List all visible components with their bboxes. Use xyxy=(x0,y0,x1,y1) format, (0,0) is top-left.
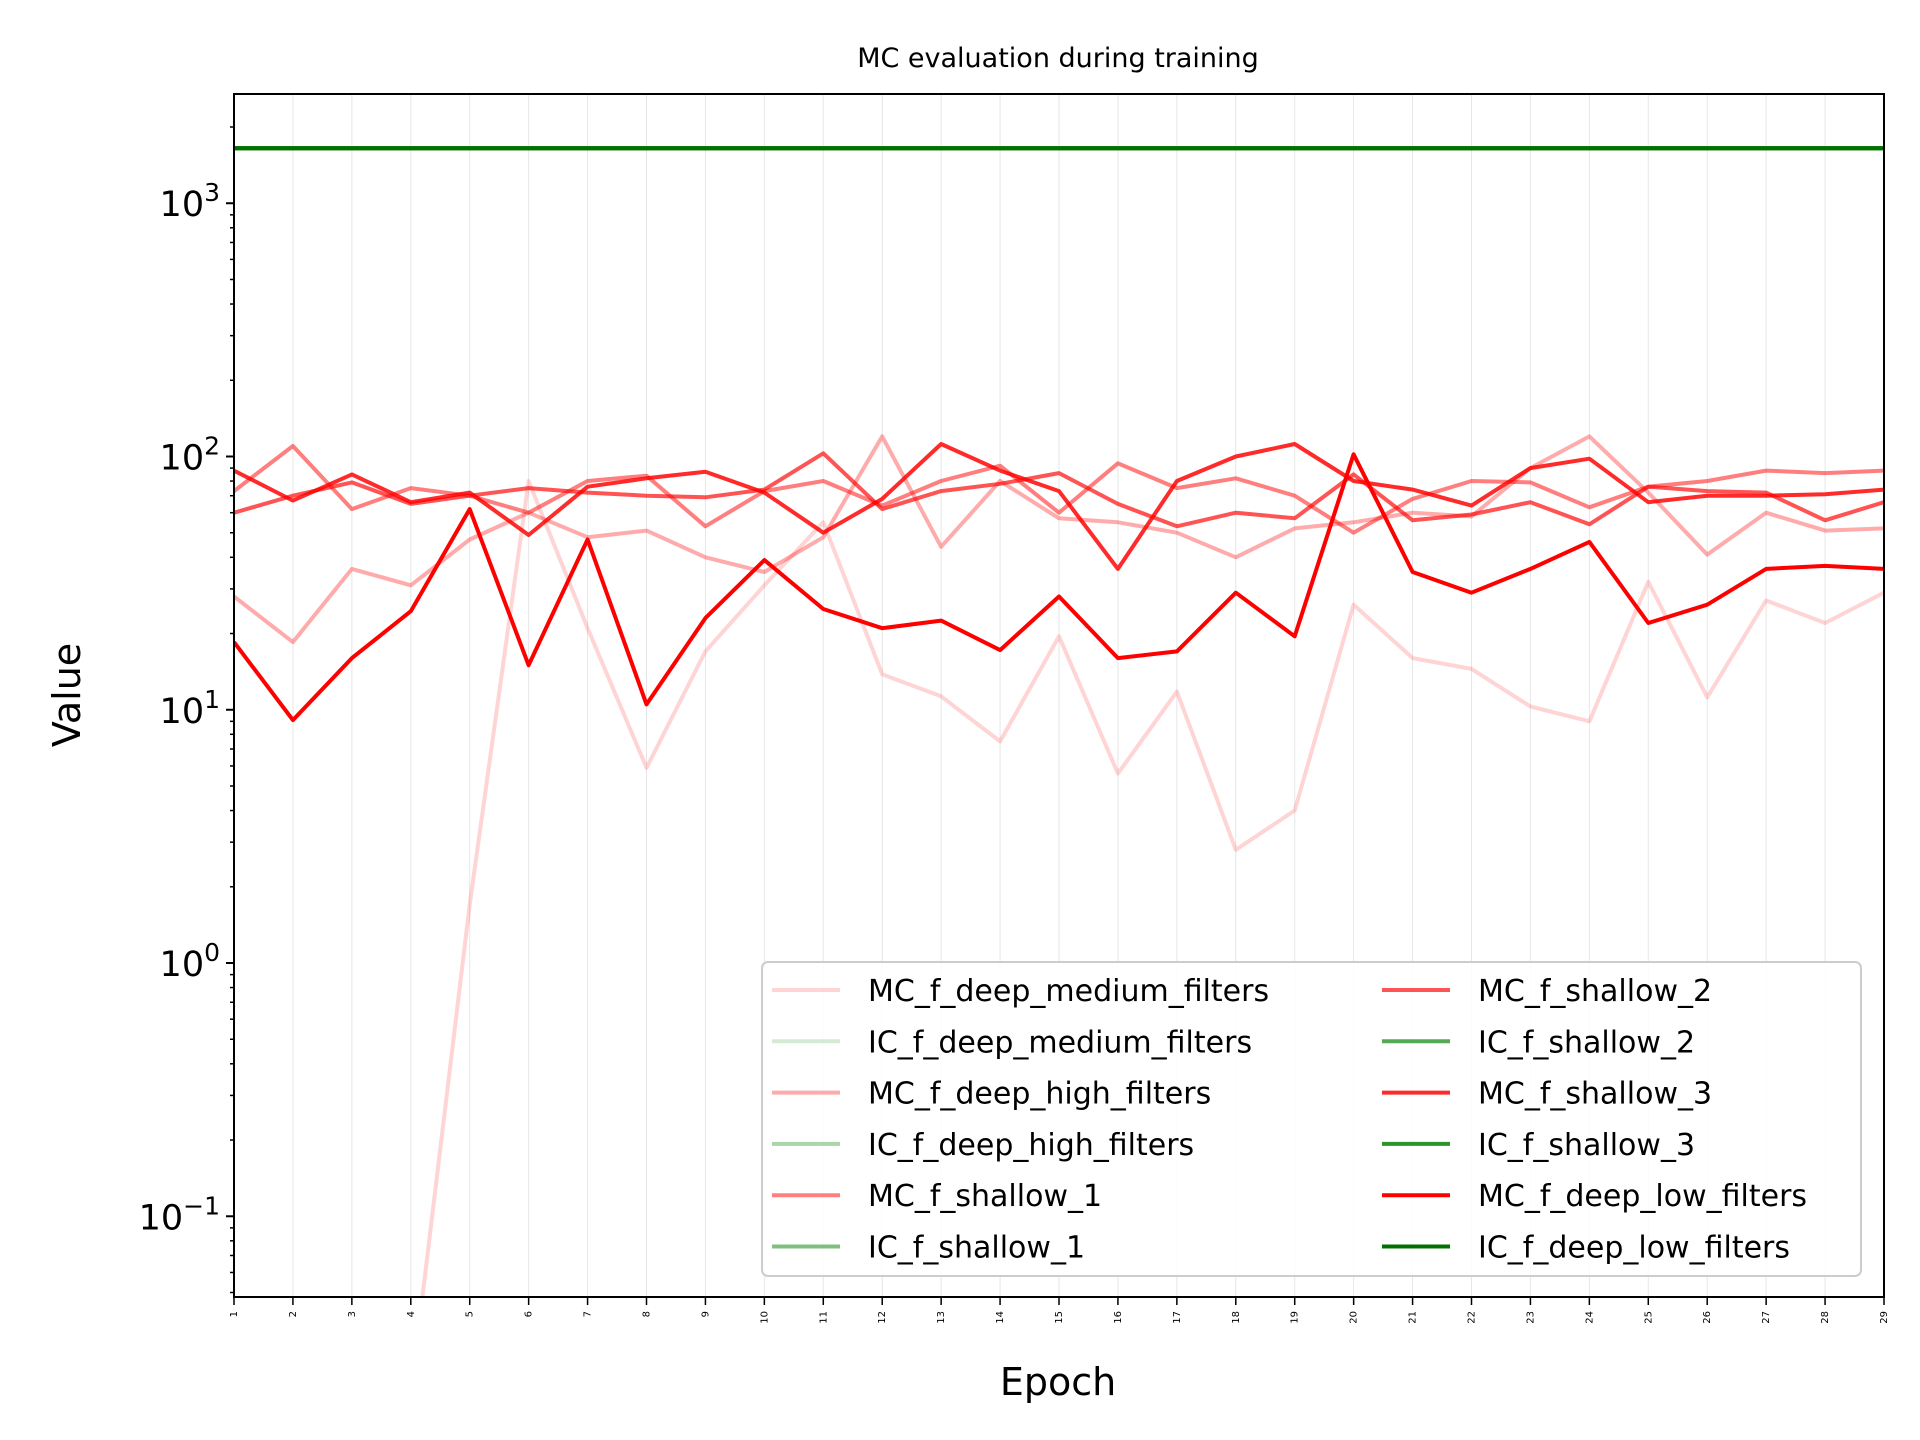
y-axis: 10−1 100 101 102 103 xyxy=(139,126,234,1294)
x-tick-label: 13 xyxy=(936,1311,947,1324)
legend-label: MC_f_shallow_3 xyxy=(1478,1077,1712,1112)
legend-label: IC_f_shallow_3 xyxy=(1478,1128,1695,1163)
x-tick-label: 10 xyxy=(759,1311,770,1324)
y-tick-label: 101 xyxy=(160,685,220,732)
legend-box xyxy=(761,961,1862,1277)
x-tick-label: 29 xyxy=(1879,1311,1890,1324)
series-lines xyxy=(234,146,1884,1297)
x-tick-label: 1 xyxy=(229,1311,240,1317)
x-tick-label: 18 xyxy=(1231,1311,1242,1324)
legend-label: MC_f_deep_low_filters xyxy=(1478,1179,1807,1214)
legend-label: IC_f_deep_low_filters xyxy=(1478,1231,1790,1266)
series-line-MC_f_shallow_1 xyxy=(234,444,1884,535)
legend-label: IC_f_deep_medium_filters xyxy=(868,1025,1252,1060)
legend-label: IC_f_shallow_2 xyxy=(1478,1025,1695,1060)
legend-label: MC_f_shallow_2 xyxy=(1478,974,1712,1009)
y-tick-label: 102 xyxy=(160,432,220,479)
legend-label: MC_f_shallow_1 xyxy=(868,1179,1102,1214)
x-tick-label: 5 xyxy=(465,1311,476,1317)
x-tick-label: 22 xyxy=(1467,1311,1478,1324)
y-tick-label: 100 xyxy=(160,938,220,985)
legend-label: MC_f_deep_high_filters xyxy=(868,1077,1211,1112)
chart-title: MC evaluation during training xyxy=(857,43,1259,74)
y-tick-label: 10−1 xyxy=(139,1191,220,1238)
x-tick-label: 25 xyxy=(1643,1311,1654,1324)
series-line-MC_f_deep_medium_filters xyxy=(420,479,1884,1297)
x-tick-label: 7 xyxy=(583,1311,594,1317)
series-line-MC_f_shallow_3 xyxy=(234,442,1884,571)
x-tick-label: 26 xyxy=(1702,1311,1713,1324)
legend-label: IC_f_deep_high_filters xyxy=(868,1128,1194,1163)
x-tick-label: 8 xyxy=(642,1311,653,1317)
x-tick-label: 4 xyxy=(406,1311,417,1317)
y-axis-label: Value xyxy=(45,643,89,747)
x-tick-label: 3 xyxy=(347,1311,358,1317)
x-tick-label: 12 xyxy=(877,1311,888,1324)
x-tick-label: 21 xyxy=(1408,1311,1419,1324)
x-tick-label: 28 xyxy=(1820,1311,1831,1324)
x-tick-label: 19 xyxy=(1290,1311,1301,1324)
x-axis-label: Epoch xyxy=(1000,1360,1116,1404)
x-tick-label: 20 xyxy=(1349,1311,1360,1324)
x-tick-label: 15 xyxy=(1054,1311,1065,1324)
x-tick-label: 14 xyxy=(995,1311,1006,1324)
x-tick-label: 9 xyxy=(700,1311,711,1317)
x-axis: 1 2 3 4 5 6 7 8 9 10 11 12 13 14 15 16 17 18 19 20 21 22 23 24 2… xyxy=(229,1297,1890,1324)
x-tick-label: 23 xyxy=(1525,1311,1536,1324)
x-tick-label: 24 xyxy=(1584,1311,1595,1324)
x-tick-label: 6 xyxy=(524,1311,535,1317)
x-tick-label: 27 xyxy=(1761,1311,1772,1324)
legend: MC_f_deep_medium_filters IC_f_deep_medium… xyxy=(761,961,1862,1277)
series-line-MC_f_shallow_2 xyxy=(234,451,1884,529)
legend-label: IC_f_shallow_1 xyxy=(868,1231,1085,1266)
x-tick-label: 17 xyxy=(1172,1311,1183,1324)
x-tick-label: 11 xyxy=(818,1311,829,1324)
y-tick-label: 103 xyxy=(160,178,220,225)
x-tick-label: 16 xyxy=(1113,1311,1124,1324)
series-line-MC_f_deep_low_filters xyxy=(234,452,1884,723)
legend-label: MC_f_deep_medium_filters xyxy=(868,974,1269,1009)
x-tick-label: 2 xyxy=(288,1311,299,1317)
